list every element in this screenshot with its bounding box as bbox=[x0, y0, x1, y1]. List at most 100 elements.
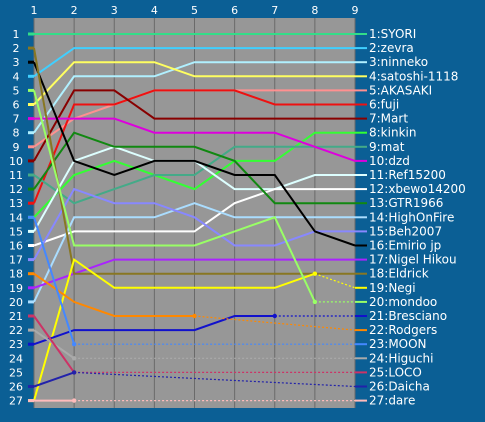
series-label: 3:ninneko bbox=[369, 55, 428, 69]
series-label: 9:mat bbox=[369, 140, 405, 154]
y-tick-label: 18 bbox=[9, 268, 23, 281]
series-label: 1:SYORI bbox=[369, 27, 416, 41]
series-connector bbox=[194, 315, 356, 331]
series-label: 4:satoshi-1118 bbox=[369, 69, 458, 83]
y-tick-label: 9 bbox=[13, 141, 20, 154]
y-tick-label: 27 bbox=[9, 395, 23, 408]
series-label: 6:fuji bbox=[369, 98, 399, 112]
y-tick-label: 25 bbox=[9, 366, 23, 379]
series-end-dot bbox=[312, 271, 318, 276]
y-tick-label: 24 bbox=[9, 352, 23, 365]
series-line bbox=[33, 47, 355, 78]
series-line bbox=[33, 315, 75, 373]
series-label: 10:dzd bbox=[369, 154, 410, 168]
series-group: 1:SYORI bbox=[28, 27, 416, 41]
series-line bbox=[33, 272, 195, 317]
y-tick-label: 2 bbox=[13, 42, 20, 55]
series-group: 9:mat bbox=[28, 140, 405, 205]
x-tick-label: 4 bbox=[151, 4, 158, 17]
series-label: 18:Eldrick bbox=[369, 267, 429, 281]
series-group: 10:dzd bbox=[28, 117, 410, 168]
x-tick-label: 1 bbox=[31, 4, 38, 17]
y-tick-label: 16 bbox=[9, 240, 23, 253]
series-label: 16:Emirio jp bbox=[369, 239, 441, 253]
series-line bbox=[33, 315, 275, 346]
series-group: 27:dare bbox=[28, 394, 415, 408]
series-line bbox=[33, 61, 356, 247]
y-tick-label: 22 bbox=[9, 324, 23, 337]
series-label: 20:mondoo bbox=[369, 295, 437, 309]
series-group: 12:xbewo14200 bbox=[28, 182, 466, 247]
series-label: 13:GTR1966 bbox=[369, 196, 443, 210]
series-group: 6:fuji bbox=[28, 89, 399, 205]
series-group: 3:ninneko bbox=[28, 55, 428, 135]
series-line bbox=[33, 216, 76, 345]
x-tick-label: 7 bbox=[271, 4, 278, 17]
series-label: 19:Negi bbox=[369, 281, 416, 295]
x-tick-label: 6 bbox=[231, 4, 238, 17]
series-label: 12:xbewo14200 bbox=[369, 182, 466, 196]
y-tick-label: 12 bbox=[9, 183, 23, 196]
series-label: 8:kinkin bbox=[369, 126, 416, 140]
y-tick-label: 15 bbox=[9, 225, 23, 238]
series-connector bbox=[314, 273, 356, 289]
series-line bbox=[33, 131, 355, 205]
series-line bbox=[33, 371, 75, 388]
series-label: 23:MOON bbox=[369, 337, 427, 351]
series-line bbox=[33, 145, 355, 205]
series-label: 14:HighOnFire bbox=[369, 210, 454, 224]
series-label: 21:Bresciano bbox=[369, 309, 447, 323]
series-group: 14:HighOnFire bbox=[28, 202, 454, 304]
series-line bbox=[33, 61, 355, 134]
series-group: 2:zevra bbox=[28, 41, 414, 78]
series-group: 13:GTR1966 bbox=[28, 131, 443, 210]
series-group: 25:LOCO bbox=[28, 314, 422, 379]
series-line bbox=[33, 89, 355, 162]
series-connector bbox=[74, 371, 356, 388]
series-line bbox=[33, 257, 316, 401]
series-end-dot bbox=[312, 299, 318, 305]
series-group: 22:Rodgers bbox=[28, 272, 437, 337]
series-group: 4:satoshi-1118 bbox=[28, 61, 458, 106]
series-group: 26:Daicha bbox=[28, 370, 430, 394]
series-line bbox=[33, 90, 316, 303]
x-tick-label: 8 bbox=[311, 4, 318, 17]
series-label: 26:Daicha bbox=[369, 380, 430, 394]
y-tick-label: 11 bbox=[9, 169, 23, 182]
y-tick-label: 1 bbox=[13, 28, 20, 41]
series-group: 21:Bresciano bbox=[28, 309, 447, 346]
x-tick-label: 2 bbox=[71, 4, 78, 17]
series-line bbox=[33, 202, 355, 303]
series-group: 16:Emirio jp bbox=[28, 60, 441, 253]
series-group: 20:mondoo bbox=[28, 88, 437, 309]
y-tick-label: 10 bbox=[9, 155, 23, 168]
x-tick-label: 5 bbox=[191, 4, 198, 17]
y-tick-label: 8 bbox=[13, 127, 20, 140]
series-line bbox=[33, 89, 355, 204]
series-group: 7:Mart bbox=[28, 89, 408, 163]
y-tick-label: 20 bbox=[9, 296, 23, 309]
y-tick-label: 4 bbox=[13, 70, 20, 83]
y-tick-label: 19 bbox=[9, 282, 23, 295]
series-label: 5:AKASAKI bbox=[369, 83, 432, 97]
y-tick-label: 23 bbox=[9, 338, 23, 351]
x-tick-label: 3 bbox=[111, 4, 118, 17]
y-tick-label: 5 bbox=[13, 84, 20, 97]
series-label: 15:Beh2007 bbox=[369, 224, 442, 238]
y-tick-label: 17 bbox=[9, 254, 23, 267]
series-line bbox=[33, 188, 355, 247]
series-label: 7:Mart bbox=[369, 112, 408, 126]
series-label: 11:Ref15200 bbox=[369, 168, 446, 182]
series-label: 27:dare bbox=[369, 394, 415, 408]
series-line bbox=[34, 117, 356, 162]
series-end-dot bbox=[272, 313, 277, 319]
series-group: 23:MOON bbox=[28, 215, 427, 351]
y-tick-label: 26 bbox=[9, 381, 23, 394]
y-tick-label: 14 bbox=[9, 211, 23, 224]
series-label: 25:LOCO bbox=[369, 365, 422, 379]
series-line bbox=[33, 187, 355, 261]
x-tick-label: 9 bbox=[352, 4, 359, 17]
y-tick-label: 6 bbox=[13, 99, 20, 112]
series-group: 19:Negi bbox=[28, 257, 416, 403]
